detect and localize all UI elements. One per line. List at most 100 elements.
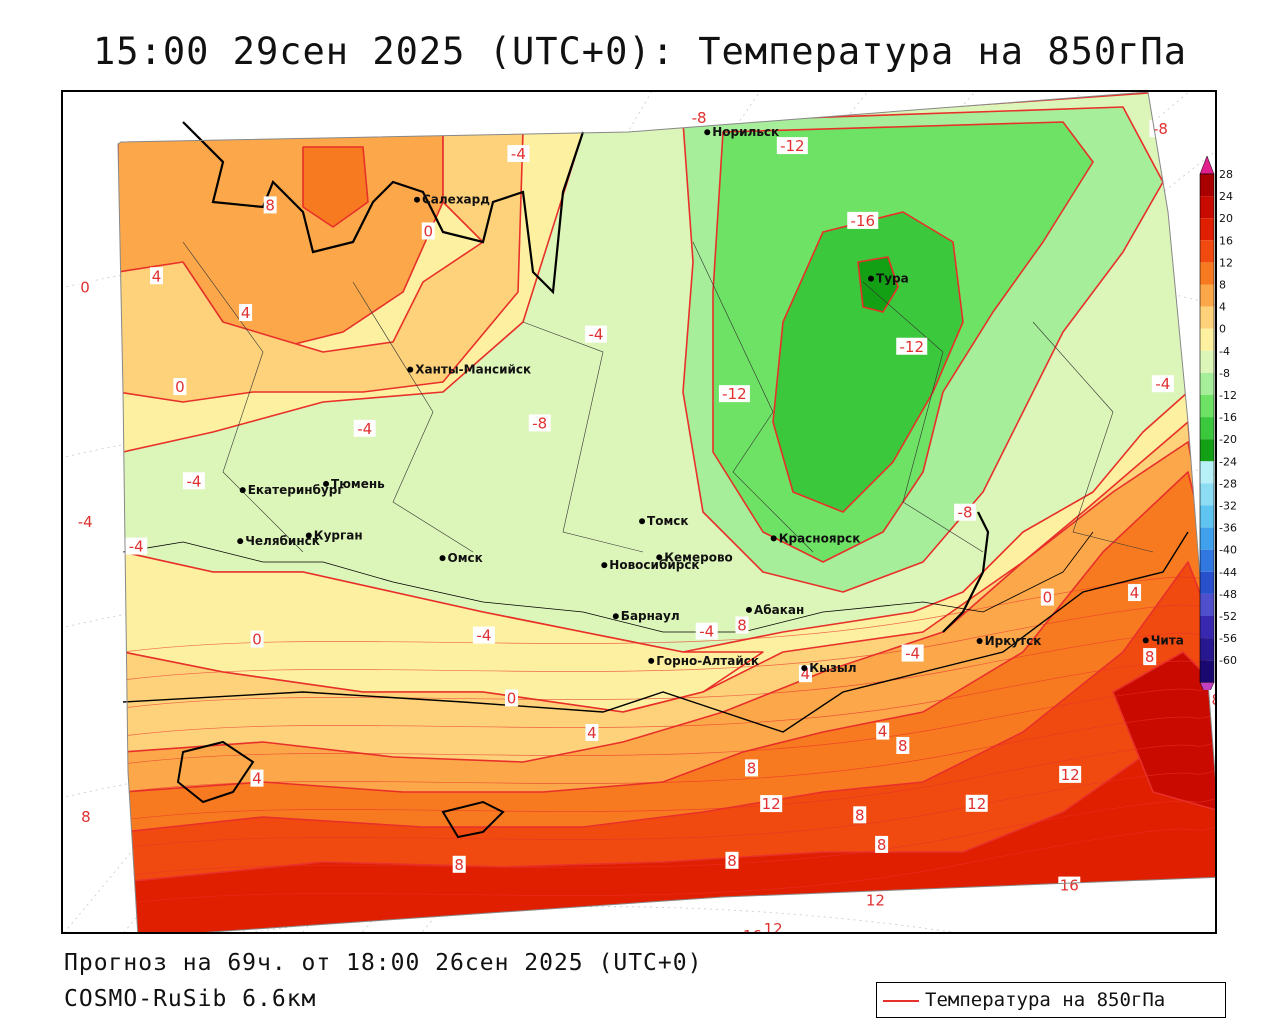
temperature-band — [772, 211, 964, 513]
colorbar-tick-label: 4 — [1219, 301, 1226, 314]
colorbar-tick-label: -60 — [1219, 654, 1237, 667]
colorbar-tick-label: 20 — [1219, 212, 1233, 225]
isotherm-label: -16 — [847, 211, 879, 230]
isotherm-label-bg — [741, 927, 764, 932]
isotherm-label: -12 — [718, 385, 750, 403]
isotherm-label: 8 — [452, 855, 466, 874]
isotherm-label-text: 8 — [737, 617, 747, 635]
isotherm-label-text: -4 — [699, 623, 714, 641]
colorbar-bottom-arrow — [1199, 682, 1215, 690]
city-dot — [407, 366, 414, 373]
colorbar-cell — [1200, 616, 1214, 639]
isotherm-label: -4 — [585, 325, 607, 344]
forecast-info: Прогноз на 69ч. от 18:00 26сен 2025 (UTC… — [64, 950, 703, 976]
city-label: Абакан — [754, 603, 804, 617]
city-markers: НорильскЯкутскСалехардТураХанты-Мансийск… — [237, 125, 1184, 675]
forecast-map[interactable]: -12-8-12-8408-440-16-40-4-12-12-8-40-4-4… — [61, 90, 1217, 934]
city-label: Новосибирск — [609, 558, 699, 572]
isotherm-label: 0 — [505, 689, 518, 707]
colorbar-tick-label: 28 — [1219, 168, 1233, 181]
colorbar-cell — [1200, 372, 1214, 395]
colorbar-top-arrow — [1199, 155, 1215, 175]
isotherm-label-text: 4 — [587, 724, 597, 742]
isotherm-label: 0 — [421, 222, 435, 240]
temperature-band — [118, 561, 1215, 932]
isotherm-labels: -12-8-12-8408-440-16-40-4-12-12-8-40-4-4… — [74, 108, 1215, 932]
temperature-band — [302, 146, 369, 228]
city-dot — [612, 613, 619, 620]
isotherm-label: -4 — [695, 622, 718, 641]
isotherm-label: 4 — [239, 304, 253, 322]
isotherm-label: 12 — [762, 920, 785, 932]
city-marker: Иркутск — [976, 634, 1042, 648]
city-label: Челябинск — [245, 534, 320, 548]
isotherm-label-bg — [505, 689, 518, 707]
isotherm-label-text: 12 — [967, 795, 986, 813]
isotherm-label-bg — [875, 835, 889, 853]
isotherm-label-bg — [725, 851, 739, 869]
isotherm-label-text: -8 — [532, 414, 547, 432]
isotherm-label-text: 0 — [80, 278, 90, 296]
city-label: Кемерово — [664, 550, 733, 564]
colorbar-tick-label: -56 — [1219, 632, 1237, 645]
city-label: Иркутск — [985, 634, 1042, 648]
colorbar-tick-label: 8 — [1219, 279, 1226, 292]
city-dot — [323, 480, 330, 487]
city-dot — [656, 554, 663, 561]
isotherm-label-text: 8 — [81, 808, 91, 826]
colorbar-cell — [1200, 284, 1214, 307]
city-marker: Новосибирск — [601, 558, 700, 572]
colorbar-cell — [1200, 395, 1214, 418]
isotherm-label-text: 4 — [1130, 584, 1140, 602]
colorbar-cell — [1200, 593, 1214, 616]
isotherm-label: 8 — [263, 196, 277, 214]
city-dot — [801, 665, 808, 672]
isotherm-label-text: -8 — [958, 504, 973, 522]
city-marker: Тура — [868, 272, 909, 286]
colorbar-tick-label: -28 — [1219, 477, 1237, 490]
isotherm-label: -4 — [125, 537, 148, 556]
isotherm-label-text: 8 — [855, 806, 865, 824]
isotherm-label: -4 — [472, 626, 495, 645]
isotherm-label-text: -4 — [186, 472, 201, 490]
isotherm-label-bg — [125, 537, 148, 555]
isotherm-label-text: 4 — [878, 723, 888, 741]
isotherm-label: 4 — [585, 723, 599, 742]
city-label: Норильск — [712, 125, 779, 139]
isotherm-label-text: 0 — [252, 631, 262, 649]
legend-label: Температура на 850гПа — [925, 989, 1166, 1011]
isotherm-label-bg — [1128, 584, 1142, 602]
city-label: Салехард — [422, 193, 490, 207]
colorbar-tick-label: -24 — [1219, 455, 1237, 468]
city-marker: Барнаул — [612, 609, 680, 623]
isotherm-label-text: -4 — [905, 645, 920, 663]
city-dot — [237, 538, 244, 545]
isotherm-label-bg — [250, 769, 264, 787]
isotherm-label-text: -12 — [780, 137, 805, 155]
colorbar-cell — [1200, 660, 1214, 683]
isotherm-label: 4 — [1128, 584, 1142, 602]
isotherm-label-bg — [150, 267, 164, 285]
city-label: Тюмень — [331, 477, 385, 491]
colorbar-cell — [1200, 174, 1214, 197]
isotherm-label: -4 — [1151, 375, 1174, 393]
isotherm-label: 8 — [725, 851, 739, 870]
isotherm-label-text: -4 — [357, 420, 372, 438]
isotherm-label-text: -12 — [722, 385, 747, 403]
isotherm-label-text: -4 — [511, 145, 526, 163]
isotherm-label-bg — [1059, 765, 1082, 783]
isotherm-label-bg — [745, 759, 759, 777]
isotherm-label-text: 0 — [1043, 589, 1053, 607]
isotherm-label-bg — [472, 626, 495, 644]
city-marker: Кызыл — [801, 661, 857, 675]
colorbar-cell — [1200, 262, 1214, 285]
isotherm-label-text: -4 — [1155, 375, 1170, 393]
isotherm-label-text: 8 — [727, 852, 737, 870]
isotherm-label: -12 — [896, 337, 928, 356]
isotherm-label: -4 — [901, 644, 924, 663]
isotherm-label: -12 — [776, 137, 808, 155]
isotherm-label-text: -4 — [129, 538, 144, 556]
colorbar-tick-label: -36 — [1219, 522, 1237, 535]
colorbar-cell — [1200, 350, 1214, 373]
city-marker: Екатеринбург — [239, 483, 344, 497]
